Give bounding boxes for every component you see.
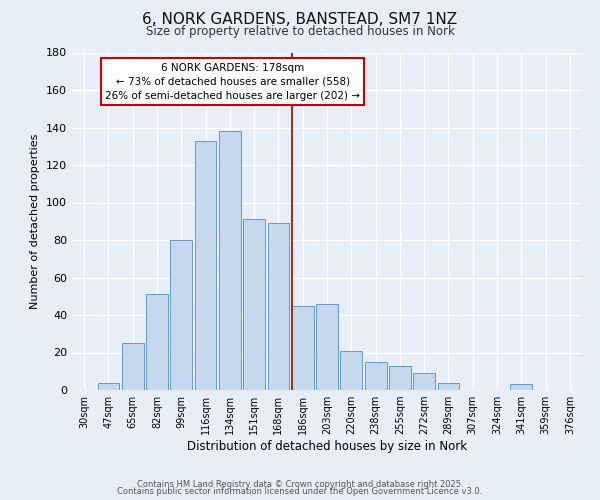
Text: Contains public sector information licensed under the Open Government Licence v3: Contains public sector information licen… <box>118 487 482 496</box>
Bar <box>365 362 386 390</box>
Bar <box>413 373 435 390</box>
Bar <box>122 343 143 390</box>
Bar <box>97 382 119 390</box>
Bar <box>146 294 168 390</box>
Bar <box>292 306 314 390</box>
Bar <box>316 304 338 390</box>
Bar <box>194 140 217 390</box>
Bar <box>340 350 362 390</box>
Bar <box>511 384 532 390</box>
Bar <box>268 223 289 390</box>
Text: Contains HM Land Registry data © Crown copyright and database right 2025.: Contains HM Land Registry data © Crown c… <box>137 480 463 489</box>
Y-axis label: Number of detached properties: Number of detached properties <box>31 134 40 309</box>
Bar <box>243 220 265 390</box>
Bar <box>437 382 460 390</box>
Text: 6 NORK GARDENS: 178sqm
← 73% of detached houses are smaller (558)
26% of semi-de: 6 NORK GARDENS: 178sqm ← 73% of detached… <box>105 62 360 100</box>
Text: 6, NORK GARDENS, BANSTEAD, SM7 1NZ: 6, NORK GARDENS, BANSTEAD, SM7 1NZ <box>142 12 458 28</box>
Bar <box>389 366 411 390</box>
Text: Size of property relative to detached houses in Nork: Size of property relative to detached ho… <box>146 25 454 38</box>
Bar <box>219 131 241 390</box>
Bar <box>170 240 192 390</box>
X-axis label: Distribution of detached houses by size in Nork: Distribution of detached houses by size … <box>187 440 467 453</box>
